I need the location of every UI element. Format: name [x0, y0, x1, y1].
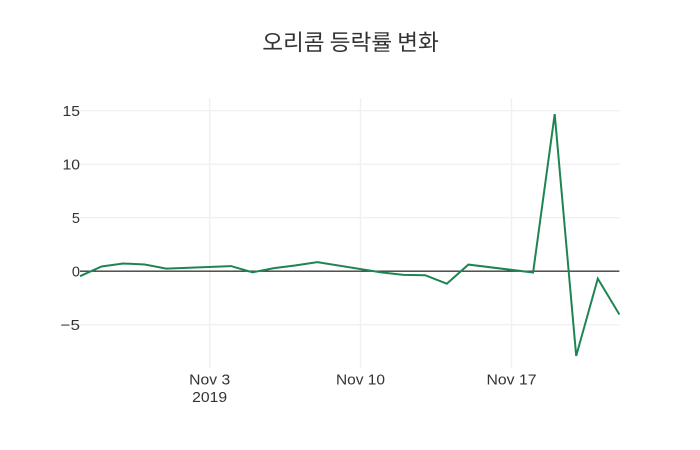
svg-text:Nov 17: Nov 17	[487, 373, 537, 389]
svg-text:−5: −5	[61, 318, 81, 334]
svg-text:5: 5	[72, 211, 80, 227]
svg-text:10: 10	[63, 157, 81, 173]
svg-text:0: 0	[72, 264, 80, 280]
svg-text:2019: 2019	[192, 390, 227, 406]
svg-text:Nov 3: Nov 3	[189, 373, 230, 389]
svg-text:15: 15	[63, 104, 81, 120]
svg-text:Nov 10: Nov 10	[336, 373, 385, 389]
